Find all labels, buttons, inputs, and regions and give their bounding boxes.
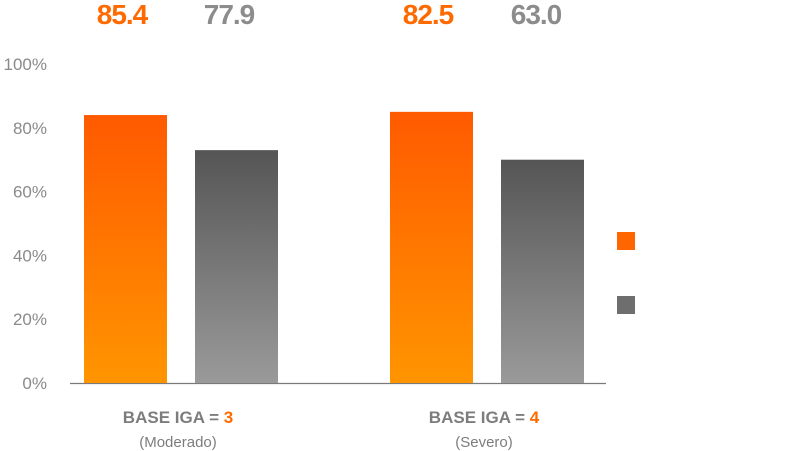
data-label: 82.5 [403,0,454,30]
bar-series1-cat1 [84,115,167,383]
y-tick-label: 80% [13,119,47,138]
category-label: BASE IGA = 4 [429,408,540,427]
legend-swatch-2 [617,296,635,314]
category-label: BASE IGA = 3 [123,408,233,427]
category-label-prefix: BASE IGA = [123,408,224,427]
y-tick-label: 0% [22,374,47,393]
bar-series1-cat2 [390,111,473,383]
labels-layer: 85.4 82.5 77.9 63.0 BASE IGA = 3 (Moderado) BA… [97,0,563,451]
category-label-prefix: BASE IGA = [429,408,530,427]
category-label-value: 4 [530,408,540,427]
y-tick-label: 40% [13,246,47,265]
bar-series2-cat2 [501,159,584,383]
legend-swatch-1 [617,232,635,250]
data-label: 77.9 [204,0,255,30]
legend [617,232,635,314]
y-tick-label: 100% [4,55,47,74]
data-label: 85.4 [97,0,149,30]
category-label-value: 3 [224,408,233,427]
y-tick-label: 60% [13,183,47,202]
category-sublabel: (Moderado) [139,434,217,451]
category-sublabel: (Severo) [455,434,513,451]
axis-layer: 0% 20% 40% 60% 80% 100% [4,55,606,393]
bars-layer [84,111,584,383]
bar-series2-cat1 [195,150,278,383]
y-tick-label: 20% [13,310,47,329]
data-label: 63.0 [511,0,562,30]
